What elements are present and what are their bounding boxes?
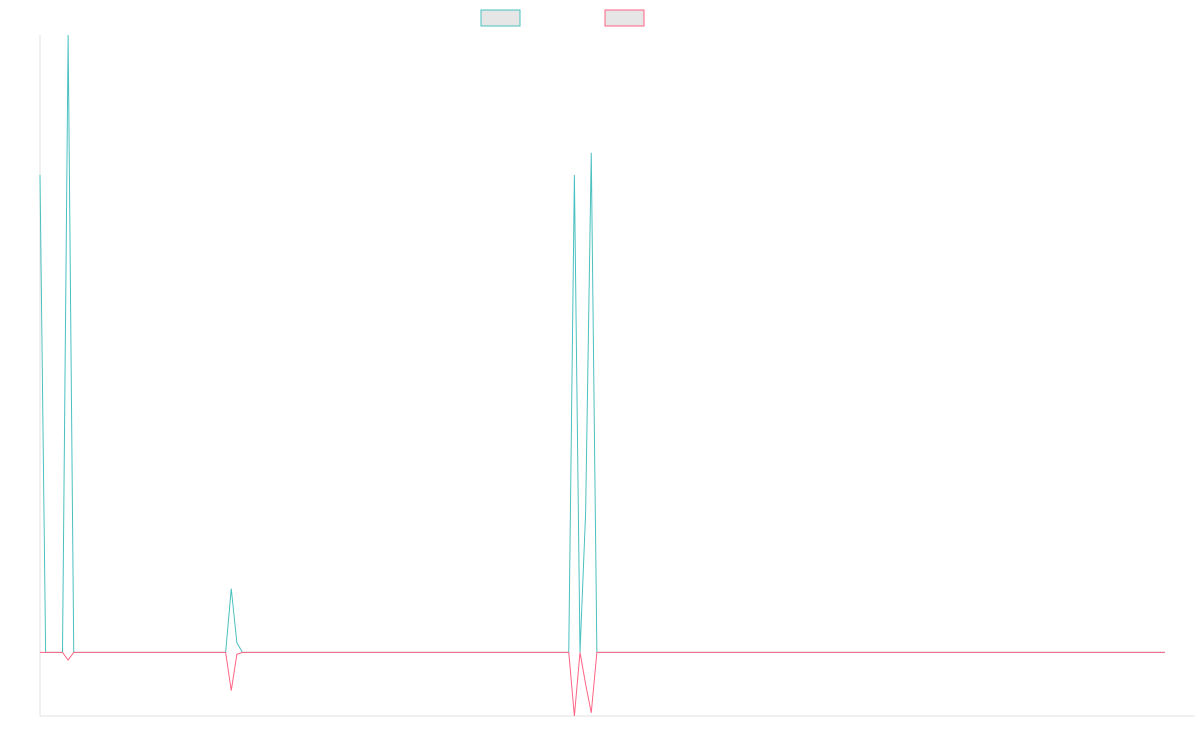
series-line-2 [40,651,1165,717]
axes [39,35,1195,717]
legend [480,9,645,27]
series-line-1 [39,34,1165,653]
legend-swatch-2[interactable] [604,9,645,27]
legend-swatch-1[interactable] [480,9,521,27]
series-layer [39,34,1165,717]
